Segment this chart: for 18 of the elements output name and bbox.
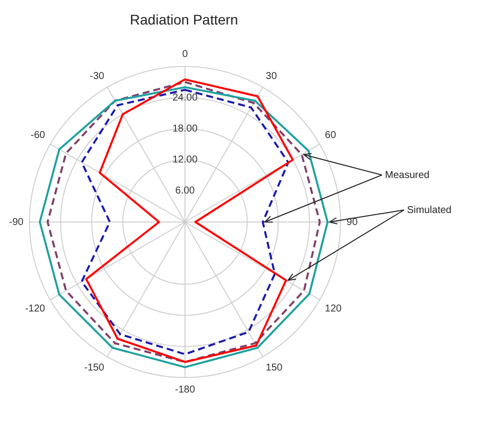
y-tick-label: 24.00 [172,92,198,104]
y-tick-label: 18.00 [172,123,198,134]
spoke-label: -90 [9,216,24,228]
text: Simulated [407,204,452,216]
spoke-label: 150 [266,362,283,374]
y-tick-label: 6.00 [175,186,196,197]
spoke-label: -150 [84,362,105,374]
chart-title: Radiation Pattern [130,11,238,28]
spoke-label: -120 [25,304,46,315]
spoke-label: -60 [30,130,46,141]
spoke-label: -30 [90,70,105,82]
spoke-label: -180 [174,384,196,396]
spoke-label: 60 [324,130,336,141]
spoke-label: 30 [266,70,278,82]
spoke-label: 120 [324,304,342,315]
spoke-label: 0 [182,49,188,60]
y-tick-label: 12.00 [172,154,198,166]
text: Measured [385,170,430,181]
